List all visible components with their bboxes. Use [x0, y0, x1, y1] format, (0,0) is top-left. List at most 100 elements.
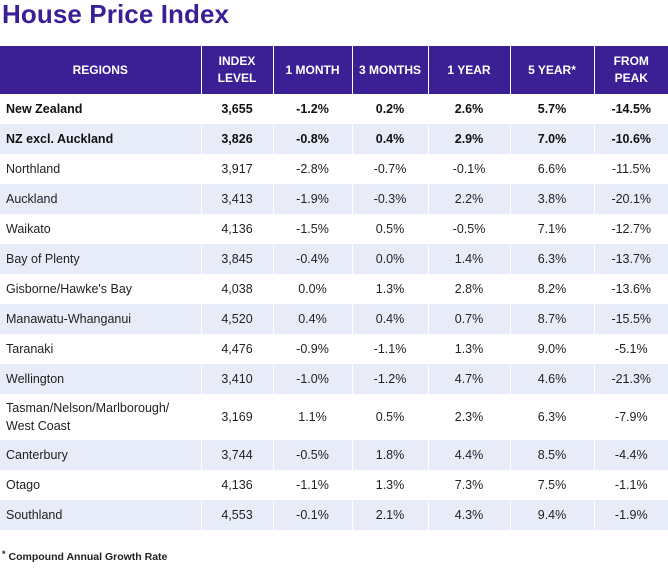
- table-row: Gisborne/Hawke's Bay 4,038 0.0% 1.3% 2.8% 8.2…: [0, 274, 668, 304]
- cell-1-month: 0.4%: [273, 304, 353, 334]
- cell-5-year: 6.6%: [510, 154, 595, 184]
- table-header-row: REGIONS INDEX LEVEL 1 MONTH 3 MONTHS 1 YE…: [0, 46, 668, 94]
- cell-1-year: -0.1%: [428, 154, 511, 184]
- cell-1-year: 2.8%: [428, 274, 511, 304]
- cell-1-month: -0.5%: [273, 440, 353, 470]
- cell-3-months: 0.5%: [352, 394, 429, 440]
- cell-index-level: 3,169: [201, 394, 274, 440]
- cell-index-level: 3,917: [201, 154, 274, 184]
- cell-1-month: -1.9%: [273, 184, 353, 214]
- cell-from-peak: -1.9%: [594, 500, 668, 530]
- cell-region: Auckland: [0, 184, 202, 214]
- table-body: New Zealand 3,655 -1.2% 0.2% 2.6% 5.7% -14.5% N…: [0, 94, 668, 530]
- table-row: Wellington 3,410 -1.0% -1.2% 4.7% 4.6% -21.3%: [0, 364, 668, 394]
- cell-1-year: 1.4%: [428, 244, 511, 274]
- region-name-line: Waikato: [6, 222, 51, 236]
- cell-5-year: 8.2%: [510, 274, 595, 304]
- cell-3-months: 1.3%: [352, 470, 429, 500]
- cell-index-level: 4,136: [201, 470, 274, 500]
- cell-1-month: -1.1%: [273, 470, 353, 500]
- cell-3-months: 0.2%: [352, 94, 429, 124]
- cell-1-month: -2.8%: [273, 154, 353, 184]
- region-name-line: Gisborne/Hawke's Bay: [6, 282, 133, 296]
- cell-5-year: 9.4%: [510, 500, 595, 530]
- cell-index-level: 4,038: [201, 274, 274, 304]
- table-row: Manawatu-Whanganui 4,520 0.4% 0.4% 0.7% 8.7% -…: [0, 304, 668, 334]
- column-header-from-peak-line1: FROM: [613, 54, 649, 68]
- cell-3-months: 0.0%: [352, 244, 429, 274]
- cell-region: NZ excl. Auckland: [0, 124, 202, 154]
- cell-region: Wellington: [0, 364, 202, 394]
- cell-from-peak: -5.1%: [614, 342, 648, 356]
- page-title: House Price Index: [2, 0, 230, 29]
- cell-5-year: 8.5%: [510, 440, 595, 470]
- region-name-line: Tasman/Nelson/Marlborough/: [6, 401, 170, 415]
- cell-index-level: 3,655: [201, 94, 274, 124]
- cell-5-year: 6.3%: [510, 394, 595, 440]
- footnote-text: Compound Annual Growth Rate: [8, 551, 168, 563]
- cell-index-level: 3,413: [201, 184, 274, 214]
- cell-1-year: 2.2%: [428, 184, 511, 214]
- cell-region: Waikato: [0, 214, 202, 244]
- cell-5-year: 5.7%: [510, 94, 595, 124]
- cell-index-level: 3,845: [201, 244, 274, 274]
- cell-1-year: 4.3%: [428, 500, 511, 530]
- cell-region: Northland: [0, 154, 202, 184]
- cell-5-year: 7.1%: [510, 214, 595, 244]
- cell-5-year: 7.0%: [510, 124, 595, 154]
- cell-5-year: 4.6%: [510, 364, 595, 394]
- cell-3-months: 1.8%: [352, 440, 429, 470]
- cell-region: Gisborne/Hawke's Bay: [0, 274, 202, 304]
- region-name-line: Northland: [6, 162, 61, 176]
- cell-index-level: 3,410: [201, 364, 274, 394]
- table-row: Canterbury 3,744 -0.5% 1.8% 4.4% 8.5% -4.4%: [0, 440, 668, 470]
- cell-3-months: -0.3%: [352, 184, 429, 214]
- cell-3-months: 0.4%: [352, 304, 429, 334]
- table-row: NZ excl. Auckland 3,826 -0.8% 0.4% 2.9% 7.0% -…: [0, 124, 668, 154]
- table-row: Waikato 4,136 -1.5% 0.5% -0.5% 7.1% -12.7%: [0, 214, 668, 244]
- cell-1-year: 4.4%: [428, 440, 511, 470]
- table-row: Southland 4,553 -0.1% 2.1% 4.3% 9.4% -1.9%: [0, 500, 668, 530]
- region-name-line: West Coast: [6, 419, 71, 433]
- region-name-line: Southland: [6, 508, 63, 522]
- cell-1-year: 2.3%: [428, 394, 511, 440]
- column-header-1-year: 1 YEAR: [428, 46, 511, 94]
- cell-5-year: 3.8%: [510, 184, 595, 214]
- cell-1-month: -1.2%: [273, 94, 353, 124]
- cell-1-month: -0.8%: [273, 124, 353, 154]
- table-row: Auckland 3,413 -1.9% -0.3% 2.2% 3.8% -20.1%: [0, 184, 668, 214]
- cell-1-month: -0.9%: [273, 334, 353, 364]
- region-name-line: New Zealand: [6, 102, 83, 116]
- cell-5-year: 6.3%: [510, 244, 595, 274]
- cell-5-year: 8.7%: [510, 304, 595, 334]
- cell-from-peak: -14.5%: [611, 102, 652, 116]
- cell-1-year: -0.5%: [428, 214, 511, 244]
- cell-region: Otago: [0, 470, 202, 500]
- cell-3-months: -1.1%: [352, 334, 429, 364]
- footnote-mark: *: [2, 549, 6, 559]
- cell-from-peak: -21.3%: [594, 364, 668, 394]
- cell-1-month: 1.1%: [273, 394, 353, 440]
- cell-5-year: 7.5%: [510, 470, 595, 500]
- cell-from-peak: -13.6%: [611, 282, 652, 296]
- cell-from-peak: -7.9%: [614, 410, 648, 424]
- cell-3-months: -0.7%: [352, 154, 429, 184]
- cell-region: Southland: [0, 500, 202, 530]
- cell-3-months: 0.4%: [352, 124, 429, 154]
- region-name-line: Taranaki: [6, 342, 54, 356]
- cell-region: Tasman/Nelson/Marlborough/West Coast: [0, 394, 202, 440]
- table-row: Taranaki 4,476 -0.9% -1.1% 1.3% 9.0% -5.1%: [0, 334, 668, 364]
- cell-from-peak: -20.1%: [594, 184, 668, 214]
- column-header-from-peak-line2: PEAK: [614, 71, 648, 85]
- cell-1-month: -0.1%: [273, 500, 353, 530]
- cell-region: Taranaki: [0, 334, 202, 364]
- cell-3-months: 2.1%: [352, 500, 429, 530]
- cell-from-peak: -1.1%: [614, 478, 648, 492]
- cell-region: New Zealand: [0, 94, 202, 124]
- column-header-from-peak: FROM PEAK: [594, 46, 668, 94]
- table-row: Tasman/Nelson/Marlborough/West Coast 3,16…: [0, 394, 668, 440]
- cell-3-months: -1.2%: [352, 364, 429, 394]
- cell-from-peak: -15.5%: [594, 304, 668, 334]
- column-header-index-level-line1: INDEX: [218, 54, 256, 68]
- region-name-line: Otago: [6, 478, 41, 492]
